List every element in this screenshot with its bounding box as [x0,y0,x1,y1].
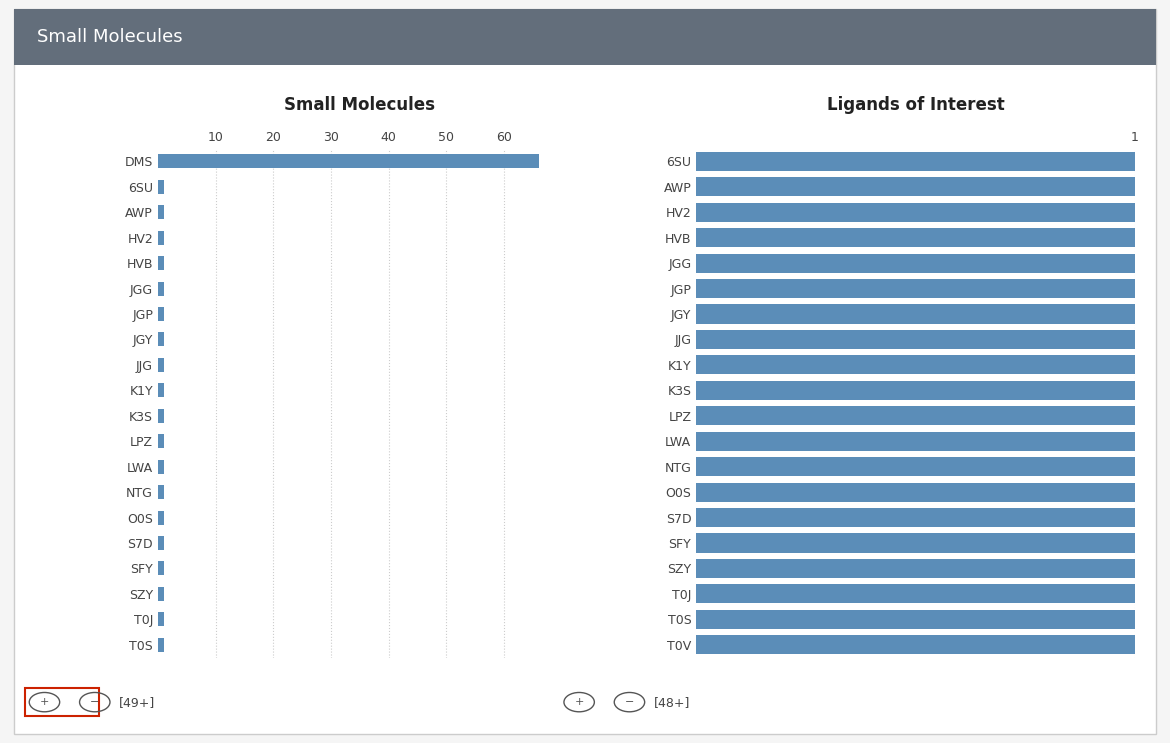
Bar [158,230,164,244]
Bar [696,355,1135,374]
Bar [158,612,164,626]
Text: −: − [625,697,634,707]
Bar [158,180,164,194]
Bar [158,205,164,219]
Bar [696,152,1135,171]
Bar [158,510,164,525]
Bar [696,457,1135,476]
Bar [696,203,1135,221]
Bar [696,178,1135,196]
Bar [696,279,1135,298]
Bar [158,409,164,423]
Text: Small Molecules: Small Molecules [37,27,183,46]
Text: −: − [90,697,99,707]
Text: +: + [574,697,584,707]
Bar [696,585,1135,603]
Bar [696,406,1135,425]
Bar [696,483,1135,502]
Bar [696,253,1135,273]
Bar [696,305,1135,323]
Bar [158,307,164,321]
Text: +: + [40,697,49,707]
Bar [158,562,164,576]
Bar [158,383,164,398]
Text: [49+]: [49+] [119,695,156,709]
Bar [158,332,164,346]
Bar [158,358,164,372]
Bar [158,155,538,169]
Bar [696,381,1135,400]
Bar [696,228,1135,247]
Bar [25,688,99,716]
Bar [158,637,164,652]
Bar [696,559,1135,578]
Bar [158,434,164,448]
Bar [158,536,164,550]
Bar [696,533,1135,553]
Bar [14,9,1156,65]
Bar [158,587,164,601]
Bar [696,610,1135,629]
Bar [696,635,1135,655]
Bar [158,282,164,296]
Bar [696,508,1135,527]
Bar [158,256,164,270]
Bar [158,460,164,474]
Bar [696,330,1135,349]
Title: Ligands of Interest: Ligands of Interest [827,96,1004,114]
Bar [158,485,164,499]
Title: Small Molecules: Small Molecules [284,96,435,114]
Text: [48+]: [48+] [654,695,690,709]
Bar [696,432,1135,451]
